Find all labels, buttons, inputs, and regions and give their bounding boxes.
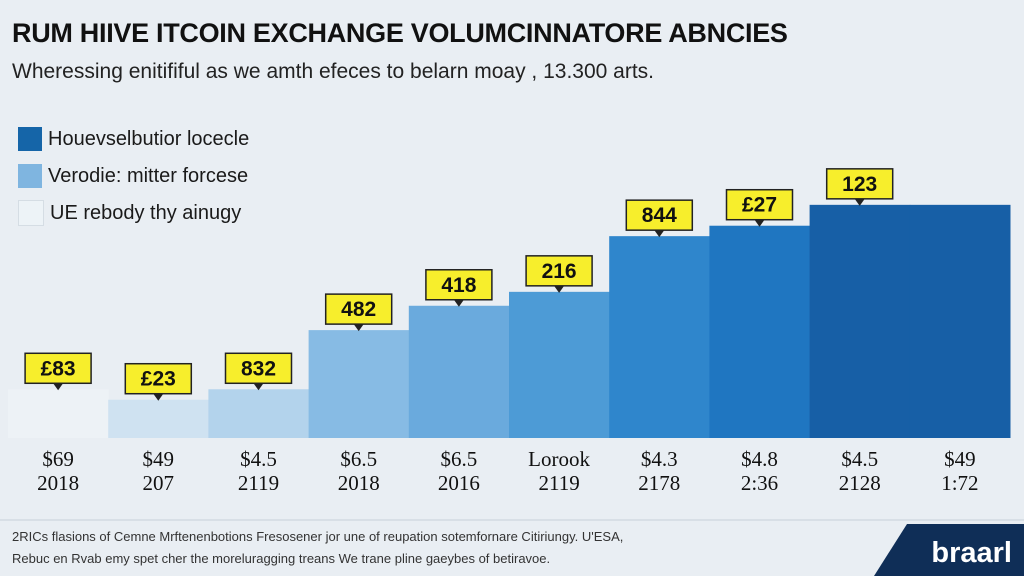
data-label: £23 <box>141 368 176 391</box>
legend-item: UE rebody thy ainugy <box>18 198 249 228</box>
data-label-pointer <box>453 299 464 307</box>
x-tick-label: 2:36 <box>741 471 778 495</box>
data-label-pointer <box>754 219 765 227</box>
data-label-box <box>324 293 393 325</box>
x-tick-label: $4.3 <box>641 447 678 471</box>
x-tick-label: $49 <box>143 447 175 471</box>
bar <box>308 330 410 438</box>
x-tick-label: 2119 <box>538 471 579 495</box>
logo-text: braarl <box>931 537 1012 569</box>
bar <box>408 305 510 438</box>
bar <box>8 389 109 438</box>
data-label: 216 <box>542 260 577 283</box>
footnote-line: 2RICs flasions of Cemne Mrftenenbotions … <box>12 529 624 544</box>
chart-subtitle: Wheressing enitififul as we amth efeces … <box>12 60 654 83</box>
data-label-box <box>425 269 493 301</box>
data-label: £27 <box>742 194 777 217</box>
x-tick-label: $69 <box>42 447 74 471</box>
data-label: £83 <box>41 357 76 380</box>
legend-swatch <box>18 127 42 151</box>
x-tick-label: $6.5 <box>441 447 478 471</box>
x-tick-label: $6.5 <box>340 447 377 471</box>
data-label-box <box>124 362 193 395</box>
legend-item: Verodie: mitter forcese <box>18 161 249 191</box>
data-label: 123 <box>842 173 877 196</box>
footnote-line: Rebuc en Rvab emy spet cher the morelura… <box>12 551 551 566</box>
bar <box>809 204 911 438</box>
x-tick-label: $4.8 <box>741 447 778 471</box>
data-label: 832 <box>241 357 276 380</box>
legend-swatch <box>18 200 44 226</box>
data-label-pointer <box>854 198 865 206</box>
legend-label: UE rebody thy ainugy <box>50 201 242 224</box>
data-label-pointer <box>253 383 264 391</box>
x-tick-label: Lorook <box>528 447 590 471</box>
x-tick-label: 2016 <box>438 471 480 495</box>
legend-swatch <box>18 164 42 188</box>
data-label-pointer <box>554 285 565 293</box>
x-tick-label: 2128 <box>839 471 881 495</box>
x-tick-label: 2018 <box>37 471 79 495</box>
x-tick-label: 2119 <box>238 471 279 495</box>
x-tick-label: 207 <box>143 471 175 495</box>
bar <box>609 236 710 438</box>
data-label-box <box>224 352 293 385</box>
x-tick-label: $4.5 <box>240 447 277 471</box>
x-tick-label: 2018 <box>338 471 380 495</box>
bar <box>208 389 310 438</box>
x-tick-label: $4.5 <box>841 447 878 471</box>
x-tick-label: 1:72 <box>941 471 978 495</box>
data-label: 418 <box>441 274 476 297</box>
chart-title: RUM HIIVE ITCOIN EXCHANGE VOLUMCINNATORE… <box>12 18 788 48</box>
data-label-box <box>825 168 894 200</box>
bar <box>709 225 811 438</box>
bar <box>909 204 1011 438</box>
data-label-pointer <box>353 324 364 332</box>
legend-label: Verodie: mitter forcese <box>48 164 249 187</box>
x-tick-label: $49 <box>944 447 976 471</box>
bar <box>108 399 209 438</box>
legend: Houevselbutior locecle Verodie: mitter f… <box>18 124 249 235</box>
x-tick-label: 2178 <box>638 471 680 495</box>
data-label-pointer <box>53 383 64 391</box>
data-label-pointer <box>654 230 665 238</box>
legend-item: Houevselbutior locecle <box>18 124 249 154</box>
legend-label: Houevselbutior locecle <box>48 127 250 150</box>
footnote: 2RICs flasions of Cemne Mrftenenbotions … <box>12 526 832 570</box>
bar <box>509 291 610 438</box>
data-label-box <box>725 188 794 221</box>
data-label: 482 <box>341 298 376 321</box>
data-label-box <box>625 199 694 231</box>
data-label: 844 <box>642 204 677 227</box>
data-label-pointer <box>153 393 164 401</box>
